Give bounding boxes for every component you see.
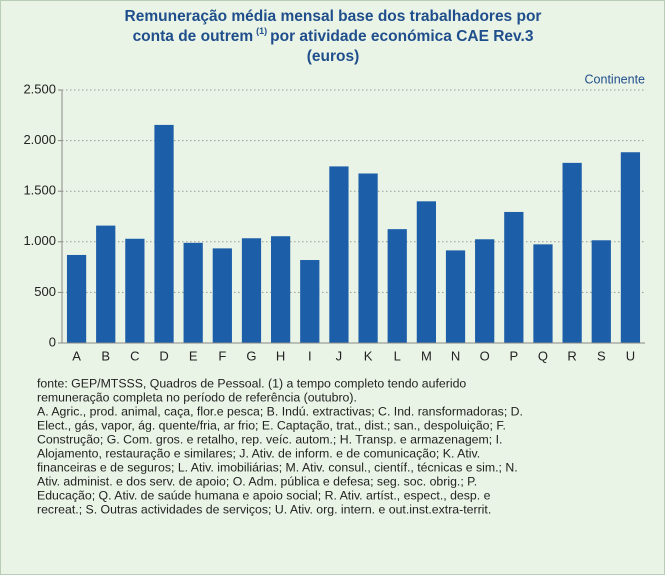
x-tick-label: R bbox=[567, 348, 576, 363]
x-tick-label: I bbox=[308, 348, 312, 363]
chart-title: Remuneração média mensal base dos trabal… bbox=[125, 8, 542, 25]
footnote-line: financeiras e de seguros; L. Ativ. imobi… bbox=[37, 460, 518, 474]
bar bbox=[620, 152, 641, 343]
bar bbox=[183, 242, 203, 343]
x-tick-label: Q bbox=[538, 348, 548, 363]
x-tick-label: G bbox=[246, 348, 256, 363]
footnote-line: Alojamento, restauração e similares; J. … bbox=[37, 446, 480, 460]
bar bbox=[125, 238, 145, 343]
y-tick-label: 1.500 bbox=[23, 183, 56, 198]
x-tick-label: E bbox=[189, 348, 198, 363]
y-tick-label: 2.000 bbox=[23, 132, 56, 147]
footnote-line: recreat.; S. Outras actividades de servi… bbox=[37, 502, 491, 516]
bar bbox=[271, 236, 291, 343]
x-tick-label: C bbox=[130, 348, 139, 363]
bar bbox=[212, 248, 232, 343]
x-tick-label: P bbox=[509, 348, 518, 363]
x-tick-label: K bbox=[364, 348, 373, 363]
x-tick-label: O bbox=[480, 348, 490, 363]
chart-title: (euros) bbox=[307, 48, 360, 65]
bar bbox=[475, 239, 495, 343]
bar bbox=[387, 229, 407, 343]
x-tick-label: M bbox=[421, 348, 432, 363]
bar bbox=[562, 162, 582, 343]
chart-title: conta de outrem bbox=[133, 28, 254, 45]
bar bbox=[154, 124, 174, 343]
bar bbox=[533, 244, 553, 343]
footnote-line: Construção; G. Com. gros. e retalho, rep… bbox=[37, 432, 502, 446]
chart-title: conta de outrem (1) por atividade económic… bbox=[133, 26, 534, 45]
bar bbox=[300, 260, 320, 343]
bar bbox=[504, 211, 524, 343]
x-tick-label: N bbox=[451, 348, 460, 363]
footnote-line: remuneração completa no período de refer… bbox=[37, 390, 357, 404]
footnote-line: fonte: GEP/MTSSS, Quadros de Pessoal. (1… bbox=[37, 376, 466, 390]
bar bbox=[66, 254, 87, 343]
bar bbox=[416, 201, 436, 343]
x-tick-label: S bbox=[597, 348, 606, 363]
bar bbox=[96, 225, 116, 343]
footnote-line: A. Agric., prod. animal, caça, flor.e pe… bbox=[37, 404, 523, 418]
bar bbox=[445, 250, 466, 343]
bar bbox=[241, 238, 262, 343]
chart-title: por atividade económica CAE Rev.3 bbox=[270, 28, 534, 45]
bar bbox=[358, 173, 378, 343]
annotation: Continente bbox=[585, 72, 646, 86]
x-tick-label: H bbox=[276, 348, 285, 363]
x-tick-label: A bbox=[72, 348, 81, 363]
footnote-line: Educação; Q. Ativ. de saúde humana e apo… bbox=[37, 488, 491, 502]
footnote-ref: (1) bbox=[256, 26, 267, 36]
x-tick-label: F bbox=[218, 348, 226, 363]
bar bbox=[591, 240, 611, 343]
x-tick-label: D bbox=[159, 348, 168, 363]
y-tick-label: 0 bbox=[49, 334, 56, 349]
y-tick-label: 1.000 bbox=[23, 233, 56, 248]
y-tick-label: 500 bbox=[34, 284, 56, 299]
x-tick-label: B bbox=[101, 348, 110, 363]
y-tick-label: 2.500 bbox=[23, 81, 56, 96]
x-tick-label: U bbox=[626, 348, 635, 363]
x-tick-label: J bbox=[336, 348, 343, 363]
x-tick-label: L bbox=[394, 348, 401, 363]
bar bbox=[329, 166, 349, 343]
footnote-line: Ativ. administ. e dos serv. de apoio; O.… bbox=[37, 474, 477, 488]
footnote-line: Elect., gás, vapor, ág. quente/fria, ar … bbox=[37, 418, 506, 432]
